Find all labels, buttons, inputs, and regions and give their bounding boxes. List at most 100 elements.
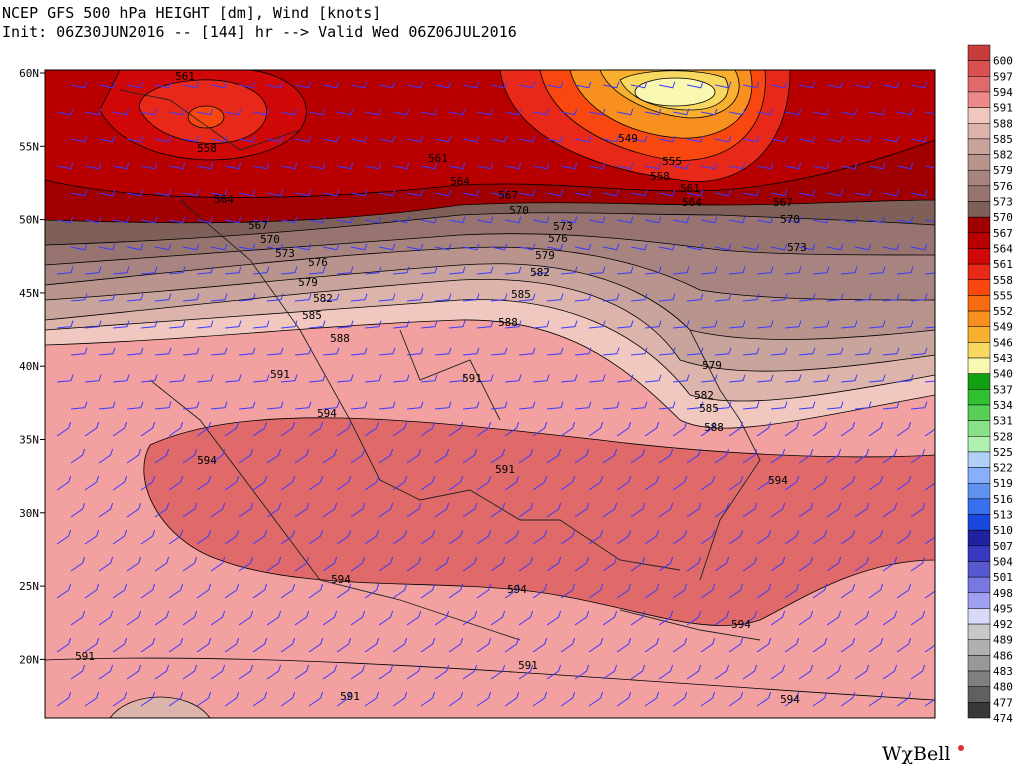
wind-barb	[826, 81, 844, 89]
wind-barb	[70, 664, 86, 680]
wind-barb	[756, 421, 772, 437]
wind-barb	[280, 583, 296, 599]
wind-barb	[196, 421, 212, 437]
contour-label: 564	[682, 196, 702, 209]
map-frame	[44, 69, 936, 719]
colorbar-label: 492	[993, 618, 1013, 631]
wind-barb	[183, 347, 200, 356]
wind-barb	[644, 475, 660, 491]
wind-barb	[71, 347, 88, 356]
wind-barb	[588, 691, 604, 707]
wind-barb	[322, 81, 340, 89]
wind-barb	[630, 556, 646, 572]
colorbar-swatch	[967, 482, 991, 500]
wind-barb	[392, 421, 408, 437]
wind-barb	[182, 610, 198, 626]
wind-barb	[504, 583, 520, 599]
wind-barb	[756, 637, 772, 653]
wind-barb	[406, 448, 422, 464]
colorbar-swatch	[967, 623, 991, 640]
wind-barb	[518, 556, 534, 572]
wind-barb	[85, 266, 102, 275]
wind-barb	[504, 421, 520, 437]
wind-barb	[658, 556, 674, 572]
colorbar-swatch	[967, 357, 991, 374]
wind-barb	[630, 610, 646, 626]
wind-barb	[99, 347, 116, 356]
wind-barb	[140, 421, 156, 437]
wind-barb	[98, 135, 116, 143]
wind-barb	[392, 108, 410, 116]
wind-barb	[70, 135, 88, 143]
wind-barb	[896, 691, 912, 707]
wind-barb	[294, 610, 310, 626]
wind-barb	[253, 266, 270, 275]
wind-barb	[882, 664, 898, 680]
wind-barb	[210, 610, 226, 626]
contour-label: 558	[197, 142, 217, 155]
wind-barb	[239, 347, 256, 356]
wind-barb	[196, 637, 212, 653]
colorbar-label: 513	[993, 509, 1013, 522]
wind-barb	[309, 320, 326, 329]
wind-barb	[826, 664, 842, 680]
wind-barb	[714, 81, 732, 89]
colorbar-swatch	[967, 702, 991, 719]
wind-barb	[924, 428, 935, 437]
wind-barb	[84, 637, 100, 653]
wind-barb	[602, 610, 618, 626]
wind-barb	[785, 320, 802, 329]
wind-barb	[392, 583, 408, 599]
wind-barb	[644, 691, 660, 707]
wind-barb	[532, 475, 548, 491]
wind-barb	[742, 448, 758, 464]
wind-barb	[463, 293, 480, 302]
wind-barb	[280, 475, 296, 491]
colorbar-swatch	[967, 201, 991, 218]
wind-barb	[616, 216, 634, 224]
wind-barb	[57, 374, 74, 383]
wind-barb	[420, 583, 436, 599]
wind-barb	[855, 293, 872, 302]
wind-barb	[742, 502, 758, 518]
wind-barb	[854, 556, 870, 572]
wind-barb	[882, 81, 900, 89]
wind-barb	[588, 162, 606, 170]
wind-barb	[210, 243, 228, 251]
wind-barb	[336, 475, 352, 491]
wind-barb	[700, 162, 718, 170]
colorbar-swatch	[967, 326, 991, 343]
wind-barb	[560, 216, 578, 224]
wind-barb	[644, 583, 660, 599]
wind-barb	[728, 216, 746, 224]
wind-barb	[868, 583, 884, 599]
wind-barb	[294, 502, 310, 518]
colorbar-label: 600	[993, 55, 1013, 68]
colorbar-swatch	[967, 529, 991, 547]
wind-barb	[448, 421, 464, 437]
wind-barb	[140, 583, 156, 599]
wind-barb	[280, 108, 298, 116]
wind-barb	[602, 135, 620, 143]
wind-barb	[126, 135, 144, 143]
wind-barb	[154, 502, 170, 518]
wind-barb	[518, 189, 536, 197]
wind-barb	[490, 189, 508, 197]
wind-barb	[840, 421, 856, 437]
wind-barb	[729, 374, 746, 383]
wind-barb	[84, 162, 102, 170]
colorbar-label: 507	[993, 540, 1013, 553]
wind-barb	[364, 583, 380, 599]
wind-barb	[365, 374, 382, 383]
wind-barb	[308, 421, 324, 437]
contour-591-south	[45, 657, 935, 701]
wind-barb	[574, 664, 590, 680]
wind-barb	[350, 502, 366, 518]
wind-barb	[700, 637, 716, 653]
wind-barb	[84, 475, 100, 491]
colorbar-swatch	[967, 436, 991, 453]
wind-barb	[588, 421, 604, 437]
wind-barb	[421, 320, 438, 329]
wind-barb	[742, 243, 760, 251]
